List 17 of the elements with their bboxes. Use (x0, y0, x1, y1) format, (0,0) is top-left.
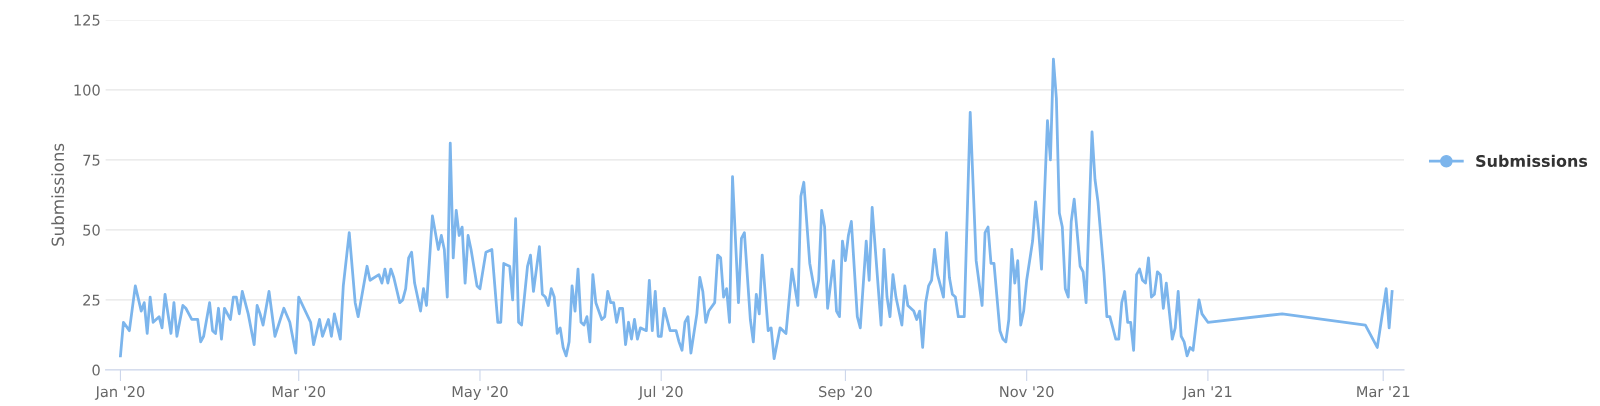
y-tick-label: 50 (83, 224, 100, 236)
y-tick-label: 75 (83, 154, 100, 166)
x-tick-label: Mar '20 (272, 386, 326, 398)
x-tick-label: Mar '21 (1357, 386, 1410, 398)
x-tick-label: Sep '20 (819, 386, 872, 400)
line-series (119, 57, 1394, 361)
y-tick-label: 25 (83, 294, 100, 306)
legend-label: Submissions (1476, 154, 1588, 168)
x-tick-label: Nov '20 (1000, 386, 1054, 398)
x-tick-label: Jan '20 (94, 386, 145, 400)
y-axis-title: Submissions (51, 143, 65, 246)
y-tick-label: 100 (74, 84, 100, 96)
y-tick-label: 0 (92, 364, 100, 376)
x-tick-label: Jul '20 (638, 385, 683, 400)
x-tick-label: Jan '21 (1182, 386, 1232, 400)
y-tick-label: 125 (74, 14, 100, 26)
x-tick-label: May '20 (452, 386, 508, 400)
